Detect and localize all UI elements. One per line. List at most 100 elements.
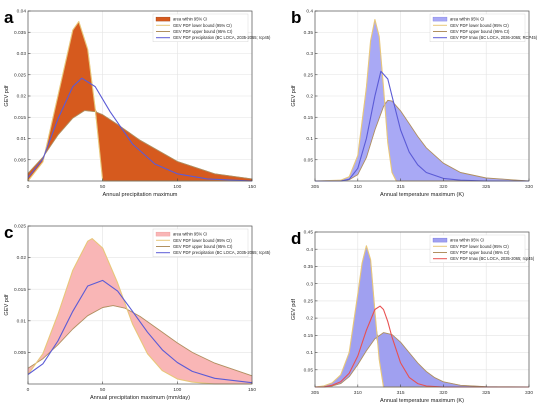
panel-b: 305 310 315 320 325 330 0.05 0.1 0.15 0.2 0.25 0.3 0…	[291, 8, 538, 198]
y-tick-label: 0.02	[17, 94, 27, 100]
y-tick-label: 0.45	[304, 230, 314, 236]
y-tick-label: 0.04	[17, 9, 27, 15]
x-tick-label: 320	[439, 184, 447, 190]
legend-label: GEV PDF upper bound (95% CI)	[173, 29, 233, 34]
x-tick-label: 310	[354, 184, 362, 190]
x-tick-label: 325	[482, 184, 490, 190]
legend-label: GEV PDF lower bound (95% CI)	[450, 23, 509, 28]
x-tick-label: 150	[248, 387, 256, 393]
y-tick-label: 0.05	[304, 157, 314, 163]
upper-bound-line	[27, 110, 253, 180]
y-tick-label: 0.35	[304, 264, 314, 270]
x-tick-label: 315	[397, 390, 405, 396]
y-tick-label: 0.015	[14, 287, 26, 293]
lower-bound-line	[314, 245, 529, 388]
panel-label: a	[4, 8, 14, 27]
y-tick-label: 0.05	[304, 367, 314, 373]
y-tick-label: 0.03	[17, 51, 27, 57]
axes-box	[314, 231, 530, 388]
y-tick-label: 0.15	[304, 333, 314, 339]
x-tick-label: 320	[439, 390, 447, 396]
legend-swatch-band	[155, 16, 171, 22]
y-tick-label: 0.025	[14, 224, 26, 230]
lower-bound-line	[27, 238, 252, 385]
panel-label: d	[291, 229, 301, 248]
y-tick-label: 0.35	[304, 30, 314, 36]
upper-bound-line	[315, 99, 530, 182]
legend-swatch-band	[432, 16, 448, 22]
y-tick-label: 0.2	[306, 94, 313, 100]
x-tick-label: 315	[397, 184, 405, 190]
y-tick-label: 0.1	[306, 350, 313, 356]
gev-fit-line	[27, 77, 253, 182]
x-tick-label: 50	[100, 387, 106, 393]
x-tick-label: 150	[248, 184, 256, 190]
x-tick-label: 100	[173, 387, 181, 393]
legend-label: GEV PDF tmax (BC LOCA, 2036-2065; RCP45)	[450, 35, 538, 40]
y-tick-label: 0.005	[14, 350, 26, 356]
y-tick-label: 0.25	[304, 72, 314, 78]
y-tick-label: 0.4	[306, 9, 313, 15]
x-axis-label: Annual precipitation maximum (mm/day)	[90, 395, 190, 401]
axes-box	[27, 225, 253, 385]
panel-label: c	[4, 223, 13, 242]
gev-fit-line	[27, 279, 253, 384]
y-tick-label: 0.02	[17, 255, 27, 261]
legend-label: GEV PDF precipitation (BC LOCA, 2035-206…	[173, 250, 271, 255]
y-tick-label: 0.1	[306, 136, 313, 142]
legend-label: area within 95% CI	[450, 238, 484, 243]
y-tick-label: 0.01	[17, 318, 27, 324]
legend-swatch-band	[432, 237, 448, 243]
y-tick-label: 0.25	[304, 298, 314, 304]
y-tick-label: 0.01	[17, 136, 27, 142]
x-axis-label: Annual temperature maximum (K)	[380, 192, 464, 198]
panel-label: b	[291, 8, 301, 27]
panel-d: 305 310 315 320 325 330 0.05 0.1 0.15 0.2 0.25 0.3 0…	[291, 229, 535, 404]
y-axis-label: GEV pdf	[291, 298, 297, 320]
y-tick-label: 0.035	[14, 30, 26, 36]
x-tick-label: 330	[525, 184, 533, 190]
y-tick-label: 0.4	[306, 247, 313, 253]
y-tick-label: 0.2	[306, 316, 313, 322]
legend-label: GEV PDF tmax (BC LOCA, 2035-2065; rcp45)	[450, 256, 535, 261]
y-axis-label: GEV pdf	[4, 294, 10, 316]
upper-bound-line	[27, 305, 253, 377]
x-tick-label: 100	[173, 184, 181, 190]
y-tick-label: 0.005	[14, 157, 26, 163]
x-tick-label: 0	[27, 387, 30, 393]
y-axis-label: GEV pdf	[291, 85, 297, 107]
x-tick-label: 50	[100, 184, 106, 190]
y-axis-label: GEV pdf	[4, 85, 10, 107]
legend-label: GEV PDF upper bound (95% CI)	[450, 29, 510, 34]
x-axis-label: Annual precipitation maximum	[103, 192, 178, 198]
y-tick-label: 0.15	[304, 115, 314, 121]
legend-label: GEV PDF precipitation (BC LOCA, 2035-206…	[173, 35, 271, 40]
gev-fit-line	[315, 305, 529, 388]
x-tick-label: 330	[525, 390, 533, 396]
y-tick-label: 0.3	[306, 51, 313, 57]
legend-label: GEV PDF lower bound (95% CI)	[450, 244, 509, 249]
x-tick-label: 305	[311, 390, 319, 396]
legend-label: GEV PDF upper bound (95% CI)	[450, 250, 510, 255]
upper-bound-line	[315, 332, 530, 388]
x-tick-label: 305	[311, 184, 319, 190]
y-tick-label: 0.015	[14, 115, 26, 121]
legend-label: GEV PDF lower bound (95% CI)	[173, 23, 232, 28]
x-axis-label: Annual temperature maximum (K)	[380, 398, 464, 404]
x-tick-label: 325	[482, 390, 490, 396]
panel-c: 0 50 100 150 0.005 0.01 0.015 0.02 0.025 Annual p…	[4, 223, 271, 401]
legend-swatch-band	[155, 231, 171, 237]
x-tick-label: 0	[27, 184, 30, 190]
legend-label: GEV PDF upper bound (95% CI)	[173, 244, 233, 249]
legend-label: area within 95% CI	[450, 17, 484, 22]
legend-label: GEV PDF lower bound (95% CI)	[173, 238, 232, 243]
x-tick-label: 310	[354, 390, 362, 396]
y-tick-label: 0.025	[14, 72, 26, 78]
lower-bound-line	[314, 18, 529, 182]
legend-label: area within 95% CI	[173, 232, 207, 237]
